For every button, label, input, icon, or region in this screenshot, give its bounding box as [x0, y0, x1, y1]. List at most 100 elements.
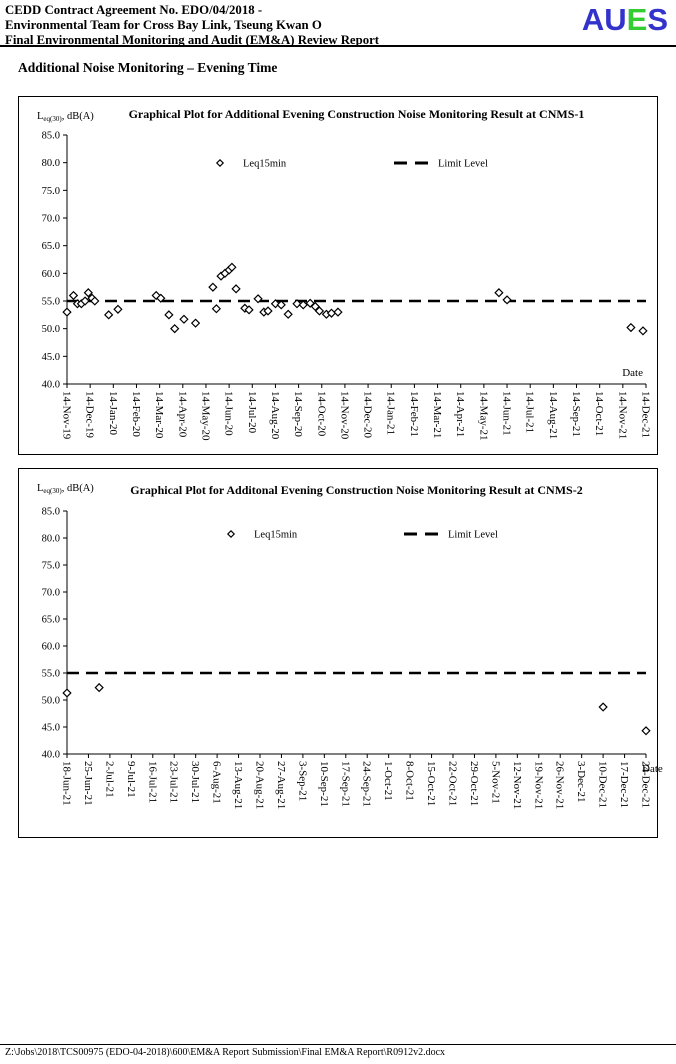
- logo-letter: E: [626, 2, 648, 37]
- svg-text:14-Dec-20: 14-Dec-20: [362, 391, 374, 439]
- data-point: [104, 310, 114, 320]
- y-tick-labels: 85.0 80.0 75.0 70.0 65.0 60.0 55.0 50.0 45.0 40.0: [42, 131, 67, 391]
- svg-text:14-Apr-20: 14-Apr-20: [176, 391, 188, 438]
- svg-text:14-Feb-21: 14-Feb-21: [408, 391, 420, 437]
- svg-text:3-Dec-21: 3-Dec-21: [575, 761, 587, 803]
- svg-text:14-Dec-19: 14-Dec-19: [84, 391, 96, 439]
- svg-text:14-May-20: 14-May-20: [199, 391, 211, 441]
- svg-text:50.0: 50.0: [42, 324, 60, 335]
- data-point: [314, 306, 325, 316]
- svg-text:14-Nov-21: 14-Nov-21: [616, 391, 628, 439]
- axes: [66, 135, 646, 385]
- x-tick-labels: 18-Jun-21 25-Jun-21 2-Jul-21 9-Jul-21 16-Jul…: [61, 754, 652, 809]
- data-point: [62, 307, 72, 317]
- svg-text:30-Jul-21: 30-Jul-21: [189, 761, 201, 803]
- data-point: [113, 304, 123, 314]
- svg-text:40.0: 40.0: [42, 380, 60, 391]
- svg-text:8-Oct-21: 8-Oct-21: [404, 761, 416, 801]
- data-point: [170, 324, 180, 334]
- data-point: [244, 305, 254, 315]
- svg-text:80.0: 80.0: [42, 158, 60, 169]
- data-point: [190, 318, 201, 328]
- svg-text:14-Nov-19: 14-Nov-19: [61, 391, 73, 440]
- svg-text:14-May-21: 14-May-21: [477, 391, 489, 441]
- scatter-points: [62, 682, 651, 736]
- header-line-3: Final Environmental Monitoring and Audit…: [5, 32, 380, 47]
- svg-text:45.0: 45.0: [42, 723, 60, 734]
- header-line-1: CEDD Contract Agreement No. EDO/04/2018 …: [5, 3, 263, 17]
- data-point: [502, 295, 512, 305]
- data-point: [83, 288, 93, 298]
- data-point: [156, 293, 166, 303]
- svg-text:26-Nov-21: 26-Nov-21: [554, 761, 566, 809]
- svg-text:50.0: 50.0: [42, 696, 60, 707]
- legend-label-leq15min: Leq15min: [243, 159, 287, 170]
- data-point: [253, 294, 263, 304]
- data-point: [231, 284, 241, 294]
- data-point: [211, 304, 222, 314]
- svg-text:65.0: 65.0: [42, 241, 60, 252]
- page-title: Additional Noise Monitoring – Evening Ti…: [18, 60, 278, 75]
- svg-text:17-Sep-21: 17-Sep-21: [339, 761, 351, 807]
- data-point: [80, 296, 90, 306]
- y-axis-label: Leq(30), dB(A): [37, 111, 94, 123]
- chart-cnms1-svg: Graphical Plot for Additional Evening Co…: [37, 107, 652, 441]
- data-point: [626, 322, 636, 333]
- data-point: [179, 314, 189, 324]
- svg-text:14-Oct-21: 14-Oct-21: [593, 391, 605, 436]
- svg-text:14-Mar-21: 14-Mar-21: [431, 391, 443, 438]
- svg-text:23-Jul-21: 23-Jul-21: [168, 761, 180, 803]
- svg-text:85.0: 85.0: [42, 507, 60, 518]
- svg-text:65.0: 65.0: [42, 615, 60, 626]
- legend-label-limit-level: Limit Level: [438, 159, 488, 170]
- data-point: [310, 301, 320, 312]
- data-point: [292, 299, 302, 309]
- svg-text:14-Aug-20: 14-Aug-20: [269, 391, 281, 440]
- svg-text:14-Aug-21: 14-Aug-21: [547, 391, 559, 439]
- svg-text:15-Oct-21: 15-Oct-21: [425, 761, 437, 806]
- chart-cnms1: Graphical Plot for Additional Evening Co…: [18, 96, 658, 455]
- svg-text:40.0: 40.0: [42, 750, 60, 761]
- svg-text:14-Dec-21: 14-Dec-21: [640, 391, 652, 438]
- chart-cnms2: Graphical Plot for Additonal Evening Con…: [18, 468, 663, 838]
- svg-text:10-Sep-21: 10-Sep-21: [318, 761, 330, 807]
- svg-text:6-Aug-21: 6-Aug-21: [211, 761, 223, 804]
- svg-text:70.0: 70.0: [42, 588, 60, 599]
- data-point: [164, 310, 174, 320]
- svg-text:14-Jun-21: 14-Jun-21: [501, 391, 513, 436]
- svg-text:60.0: 60.0: [42, 642, 60, 653]
- svg-text:14-Jun-20: 14-Jun-20: [223, 391, 235, 436]
- data-point: [638, 326, 648, 336]
- svg-text:19-Nov-21: 19-Nov-21: [532, 761, 544, 809]
- svg-text:14-Jan-21: 14-Jan-21: [385, 391, 397, 435]
- svg-text:14-Jan-20: 14-Jan-20: [107, 391, 119, 435]
- svg-text:24-Dec-21: 24-Dec-21: [640, 761, 652, 808]
- svg-text:14-Feb-20: 14-Feb-20: [130, 391, 142, 437]
- chart-title: Graphical Plot for Additional Evening Co…: [129, 107, 585, 121]
- footer-file-path: Z:\Jobs\2018\TCS00975 (EDO-04-2018)\600\…: [5, 1047, 446, 1058]
- data-point: [94, 682, 104, 693]
- data-point: [90, 296, 100, 306]
- svg-text:55.0: 55.0: [42, 669, 60, 680]
- aues-logo: AUES: [582, 4, 668, 45]
- legend-label-limit-level: Limit Level: [448, 530, 498, 541]
- svg-text:80.0: 80.0: [42, 534, 60, 545]
- svg-text:75.0: 75.0: [42, 561, 60, 572]
- svg-text:13-Aug-21: 13-Aug-21: [232, 761, 244, 809]
- data-point: [333, 307, 343, 317]
- data-point: [227, 262, 237, 272]
- data-point: [276, 300, 286, 310]
- y-axis-label: Leq(30), dB(A): [37, 483, 94, 495]
- data-point: [263, 306, 273, 316]
- svg-text:14-Apr-21: 14-Apr-21: [454, 391, 466, 437]
- data-point: [62, 688, 72, 698]
- scatter-points: [62, 262, 648, 336]
- data-point: [151, 290, 161, 301]
- svg-text:60.0: 60.0: [42, 269, 60, 280]
- svg-text:85.0: 85.0: [42, 131, 60, 142]
- data-point: [598, 702, 608, 712]
- page-footer: Z:\Jobs\2018\TCS00975 (EDO-04-2018)\600\…: [0, 1044, 676, 1058]
- x-axis-label: Date: [642, 763, 663, 775]
- svg-text:14-Sep-20: 14-Sep-20: [292, 391, 304, 437]
- report-header-text: CEDD Contract Agreement No. EDO/04/2018 …: [5, 3, 380, 47]
